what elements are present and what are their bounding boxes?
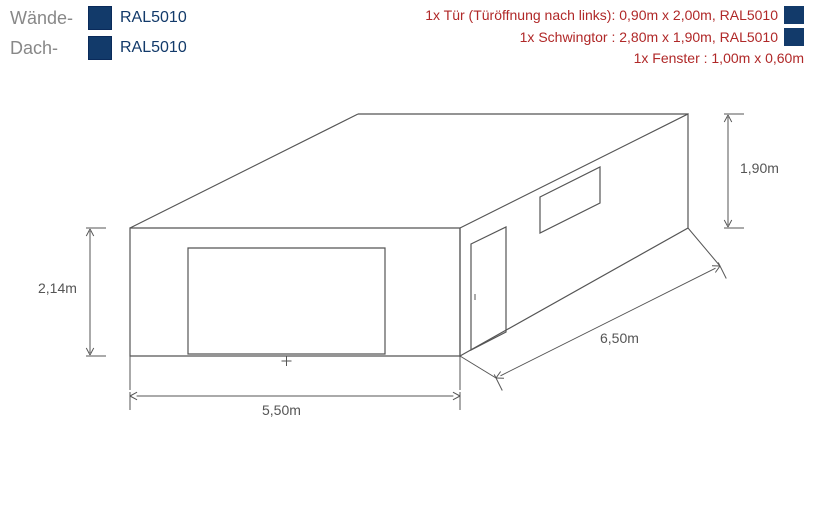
roof-swatch <box>88 36 112 60</box>
spec-gate: 1x Schwingtor : 2,80m x 1,90m, RAL5010 <box>425 28 804 46</box>
walls-ral-code: RAL5010 <box>120 9 187 27</box>
spec-door-text: 1x Tür (Türöffnung nach links): 0,90m x … <box>425 7 778 23</box>
spec-window: 1x Fenster : 1,00m x 0,60m <box>425 50 804 66</box>
legend-roof-row: Dach- RAL5010 <box>10 36 187 60</box>
roof-ral-code: RAL5010 <box>120 39 187 57</box>
spec-door: 1x Tür (Türöffnung nach links): 0,90m x … <box>425 6 804 24</box>
spec-gate-swatch <box>784 28 804 46</box>
legend-roof-label: Dach- <box>10 38 80 59</box>
walls-swatch <box>88 6 112 30</box>
spec-gate-text: 1x Schwingtor : 2,80m x 1,90m, RAL5010 <box>520 29 778 45</box>
color-legend: Wände- RAL5010 Dach- RAL5010 <box>10 6 187 66</box>
spec-list: 1x Tür (Türöffnung nach links): 0,90m x … <box>425 6 804 70</box>
dim-back-height-label: 1,90m <box>740 160 779 176</box>
legend-walls-row: Wände- RAL5010 <box>10 6 187 30</box>
legend-walls-label: Wände- <box>10 8 80 29</box>
dim-width-label: 5,50m <box>262 402 301 418</box>
spec-window-text: 1x Fenster : 1,00m x 0,60m <box>634 50 804 66</box>
garage-diagram <box>0 0 816 520</box>
dim-front-height-label: 2,14m <box>38 280 77 296</box>
dim-depth-label: 6,50m <box>600 330 639 346</box>
spec-door-swatch <box>784 6 804 24</box>
